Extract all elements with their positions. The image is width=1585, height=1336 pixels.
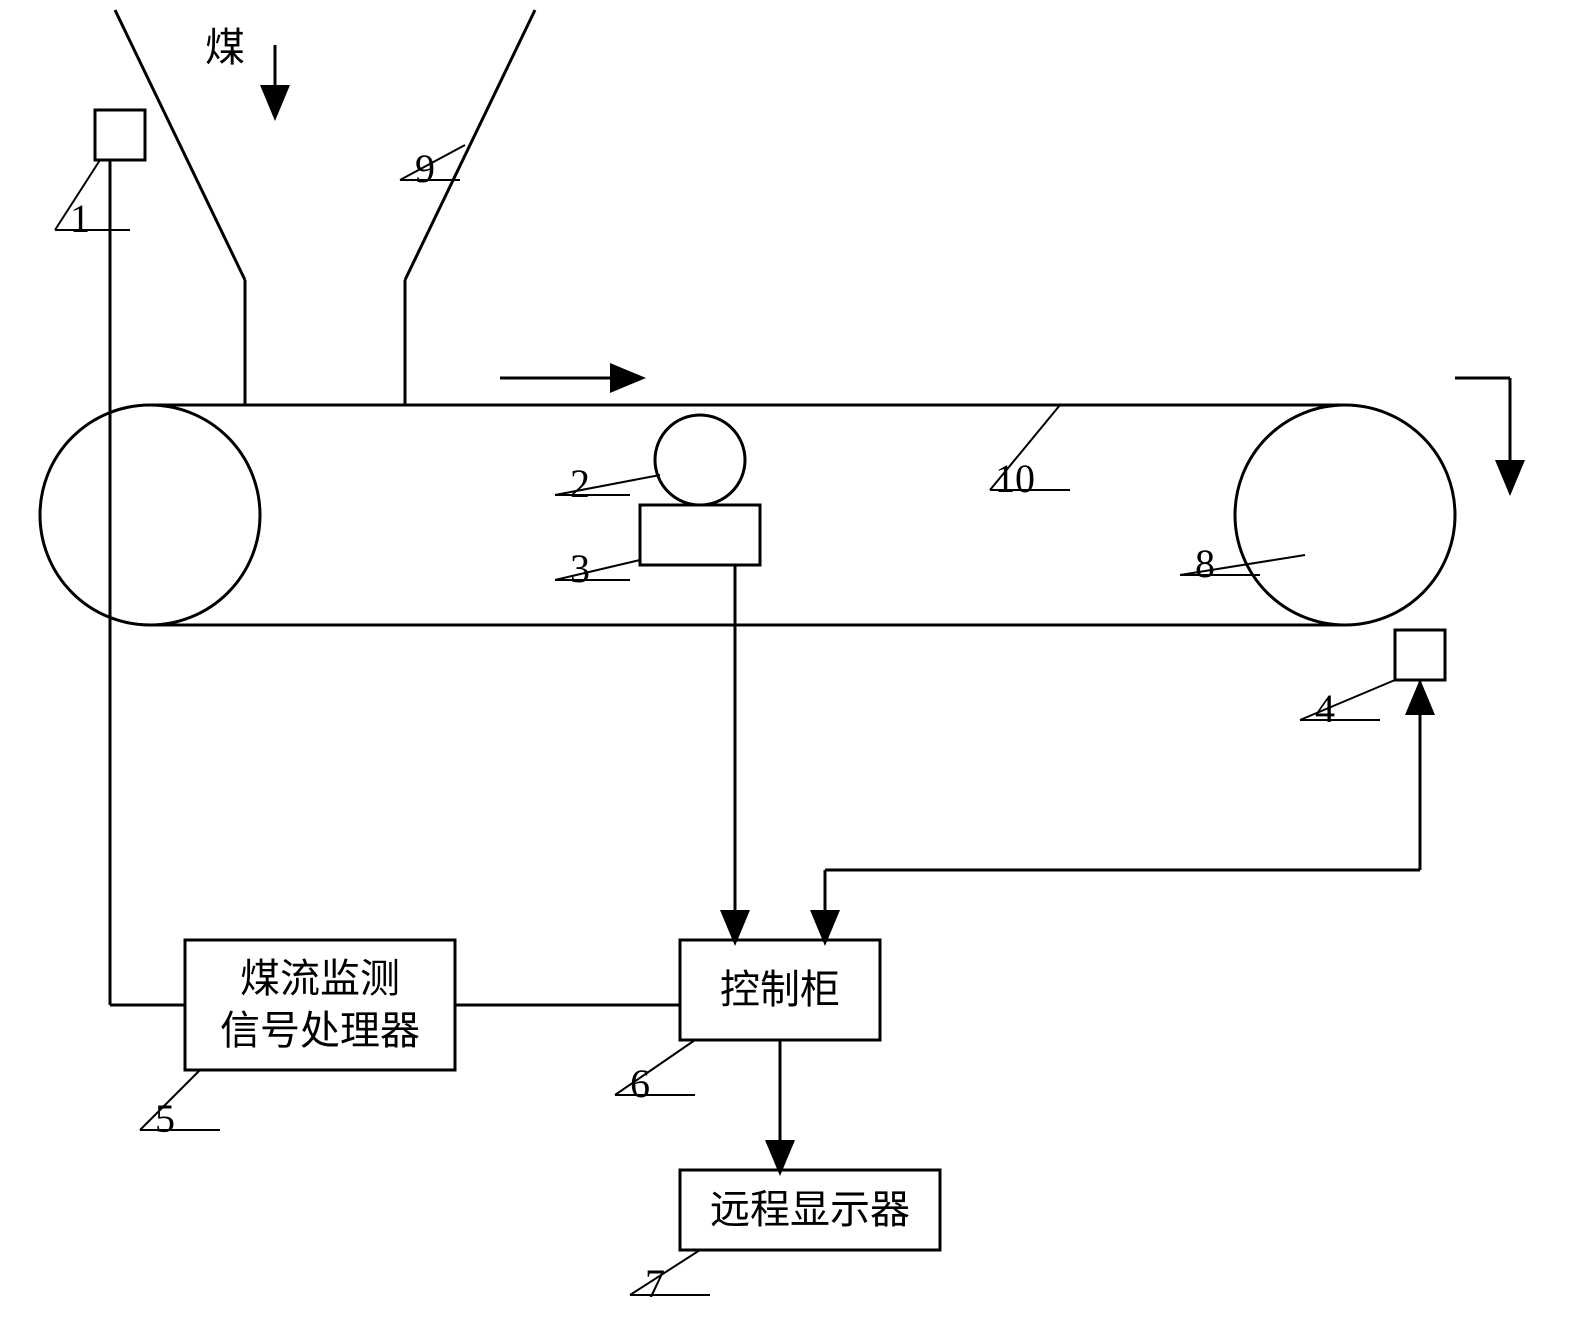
leader-3 [555, 560, 640, 580]
sensor-4 [1395, 630, 1445, 680]
remote-display-text: 远程显示器 [680, 1170, 940, 1250]
label-8: 8 [1195, 540, 1215, 587]
sensor-1 [95, 110, 145, 160]
coal-flow-diagram: 煤 1 9 2 3 10 8 4 5 6 7 煤流监测 信号处理器 控制柜 远程… [0, 0, 1585, 1336]
label-6: 6 [630, 1060, 650, 1107]
label-4: 4 [1315, 685, 1335, 732]
right-roller [1235, 405, 1455, 625]
left-roller [40, 405, 260, 625]
label-3: 3 [570, 545, 590, 592]
label-7: 7 [645, 1260, 665, 1307]
label-5: 5 [155, 1095, 175, 1142]
signal-processor-text: 煤流监测 信号处理器 [185, 940, 455, 1070]
control-cabinet-text: 控制柜 [680, 940, 880, 1040]
leader-6 [615, 1040, 695, 1095]
label-9: 9 [415, 145, 435, 192]
label-1: 1 [70, 195, 90, 242]
mid-box [640, 505, 760, 565]
mid-roller [655, 415, 745, 505]
diagram-svg [0, 0, 1585, 1336]
coal-label: 煤 [205, 15, 245, 73]
leader-7 [630, 1250, 700, 1295]
label-10: 10 [995, 455, 1035, 502]
label-2: 2 [570, 460, 590, 507]
